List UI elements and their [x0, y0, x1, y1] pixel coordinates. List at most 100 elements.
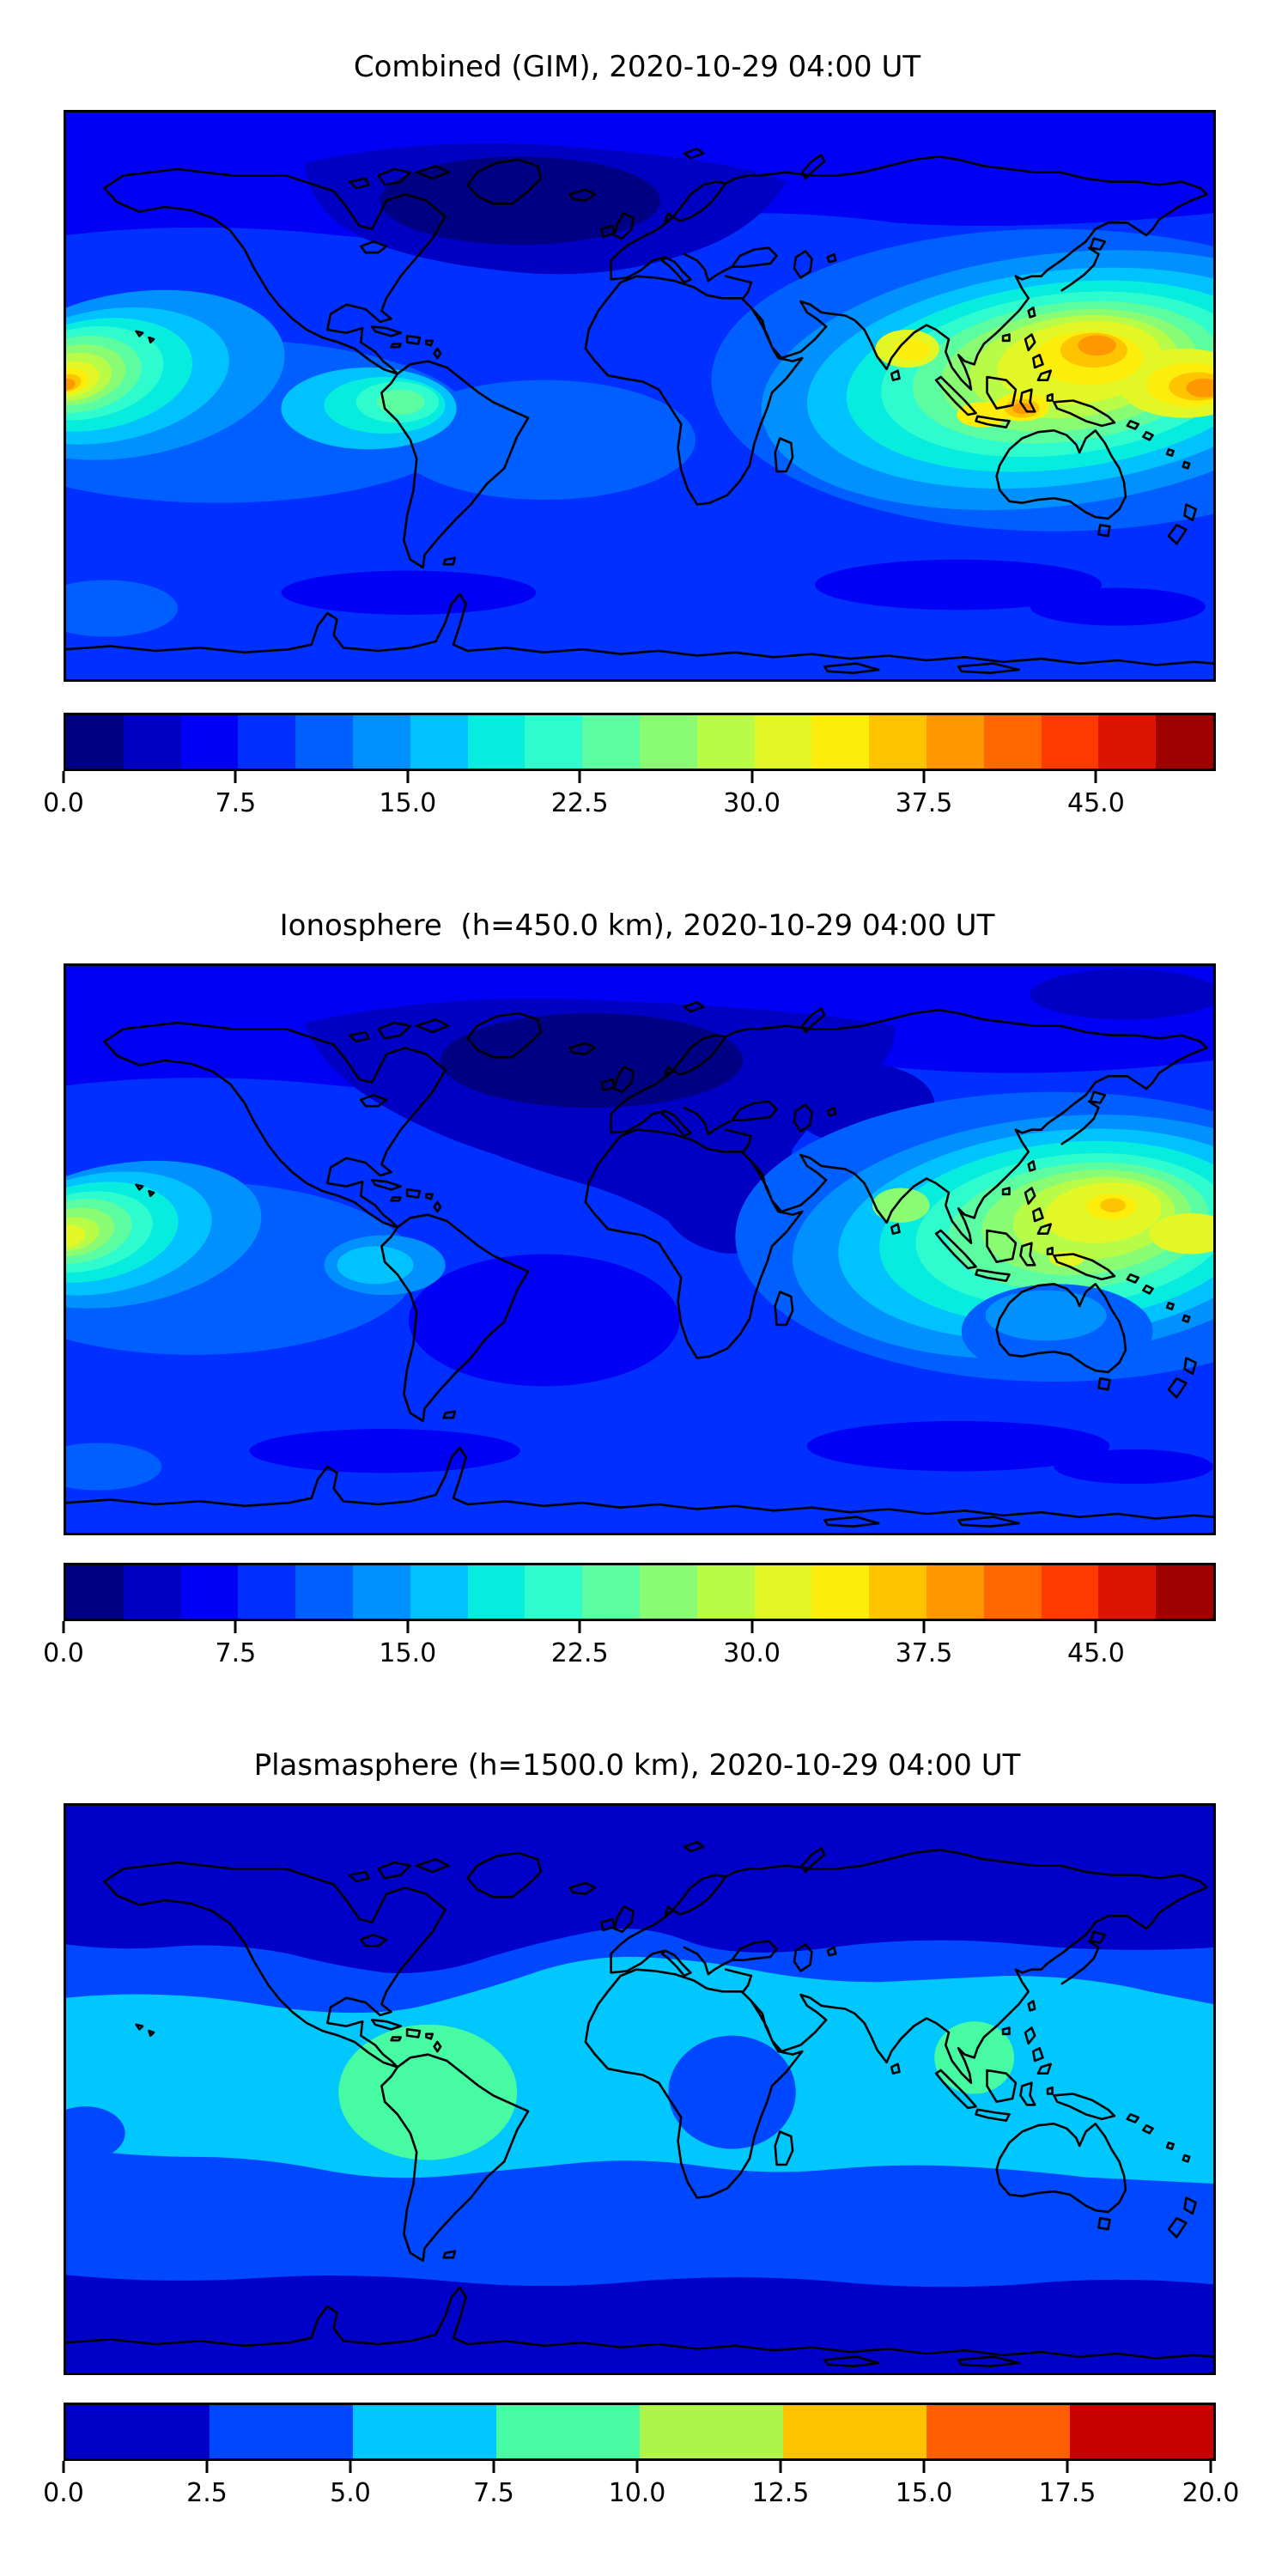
colorbar-tick: [1209, 2461, 1212, 2473]
colorbar-tick: [492, 2461, 495, 2473]
colorbar-tick: [406, 1621, 410, 1633]
colorbar-tick-label: 7.5: [215, 1638, 257, 1668]
colorbar-segment: [639, 1565, 697, 1619]
colorbar-tick: [1094, 771, 1097, 783]
south-dark-patch-2: [815, 559, 1103, 611]
colorbar-segment: [1156, 1565, 1213, 1619]
colorbar-segment: [66, 715, 124, 769]
colorbar-tick: [922, 771, 926, 783]
colorbar-segment: [210, 2405, 353, 2458]
colorbar-plasmasphere-ticks: 0.0 2.5 5.0 7.5 10.0 12.5 15.0 17.5 20.0: [43, 2461, 1239, 2523]
north-minimum-core: [440, 1013, 744, 1108]
north-dark-blob-east: [1030, 969, 1213, 1020]
anomaly-philippines-core: [1100, 1198, 1126, 1212]
colorbar-tick-label: 5.0: [330, 2478, 371, 2508]
colorbar-tick: [62, 1621, 65, 1633]
colorbar-segment: [410, 1565, 468, 1619]
colorbar-tick: [578, 771, 581, 783]
panel-title-ionosphere: Ionosphere (h=450.0 km), 2020-10-29 04:0…: [279, 908, 995, 943]
map-plasmasphere: [64, 1803, 1216, 2375]
colorbar-tick: [234, 1621, 237, 1633]
colorbar-tick-label: 12.5: [751, 2478, 810, 2508]
colorbar-segment: [983, 1565, 1042, 1619]
panel-title-plasmasphere: Plasmasphere (h=1500.0 km), 2020-10-29 0…: [253, 1748, 1021, 1783]
colorbar-segment: [1098, 1565, 1157, 1619]
colorbar-segment: [66, 2405, 210, 2458]
colorbar-segment: [180, 1565, 239, 1619]
anomaly-philippines-core: [1078, 335, 1116, 356]
colorbar-tick-label: 7.5: [473, 2478, 514, 2508]
map-ionosphere-canvas: [66, 966, 1213, 1533]
colorbar-segment: [238, 715, 296, 769]
colorbar-tick-label: 2.5: [186, 2478, 228, 2508]
anomaly-dateline-yellow: [1149, 1212, 1213, 1255]
colorbar-segment: [783, 2405, 927, 2458]
colorbar-segment: [123, 715, 181, 769]
colorbar-segment: [1156, 715, 1213, 769]
colorbar-segment: [811, 1565, 870, 1619]
enhancement-south-america-coast: [324, 1235, 446, 1296]
colorbar-tick: [578, 1621, 581, 1633]
colorbar-tick: [779, 2461, 782, 2473]
colorbar-segment: [295, 715, 353, 769]
south-dark-patch-2: [806, 1420, 1110, 1472]
colorbar-segment: [295, 1565, 353, 1619]
colorbar-ionosphere-ticks: 0.0 7.5 15.0 22.5 30.0 37.5 45.0: [43, 1621, 1211, 1683]
colorbar-tick-label: 37.5: [895, 788, 953, 818]
colorbar-segment: [983, 715, 1042, 769]
colorbar-segment: [754, 715, 812, 769]
tropic-belt-atlantic: [392, 380, 696, 500]
colorbar-tick-label: 0.0: [43, 788, 84, 818]
colorbar-tick: [1066, 2461, 1069, 2473]
colorbar-tick: [922, 1621, 926, 1633]
colorbar-segment: [1041, 715, 1099, 769]
colorbar-segment: [496, 2405, 640, 2458]
australia-light-patch: [961, 1284, 1153, 1379]
colorbar-tick: [62, 771, 65, 783]
colorbar-segment: [696, 715, 755, 769]
colorbar-segment: [525, 715, 583, 769]
colorbar-segment: [811, 715, 870, 769]
anomaly-india-core: [894, 339, 930, 361]
south-light-patch: [66, 1443, 162, 1491]
colorbar-segment: [582, 1565, 640, 1619]
south-dark-patch-1: [281, 570, 537, 615]
colorbar-segment: [640, 2405, 783, 2458]
colorbar-tick: [635, 2461, 639, 2473]
map-plasmasphere-canvas: [66, 1806, 1213, 2372]
colorbar-tick-label: 22.5: [550, 1638, 609, 1668]
colorbar-tick: [62, 2461, 65, 2473]
colorbar-tick-label: 7.5: [215, 788, 257, 818]
north-minimum-core: [380, 156, 661, 245]
colorbar-tick-label: 37.5: [895, 1638, 953, 1668]
colorbar-tick-label: 10.0: [608, 2478, 666, 2508]
colorbar-plasmasphere: [64, 2403, 1216, 2461]
map-combined-canvas: [66, 112, 1213, 679]
south-dark-patch-1: [249, 1429, 520, 1473]
north-navy-band: [66, 1806, 1213, 1973]
colorbar-segment: [467, 1565, 526, 1619]
colorbar-segment: [696, 1565, 755, 1619]
colorbar-segment: [180, 715, 239, 769]
colorbar-tick-label: 45.0: [1066, 1638, 1125, 1668]
colorbar-tick-label: 0.0: [43, 1638, 84, 1668]
colorbar-tick-label: 15.0: [379, 788, 437, 818]
colorbar-segment: [1041, 1565, 1099, 1619]
anomaly-central-pacific: [66, 1160, 262, 1309]
colorbar-segment: [410, 715, 468, 769]
colorbar-tick-label: 15.0: [379, 1638, 437, 1668]
colorbar-segment: [926, 1565, 984, 1619]
colorbar-tick: [750, 1621, 754, 1633]
anomaly-south-america: [281, 368, 457, 450]
colorbar-segment: [352, 1565, 410, 1619]
colorbar-tick-label: 30.0: [723, 788, 781, 818]
anomaly-india-green: [872, 1188, 930, 1223]
colorbar-combined: [64, 713, 1216, 771]
colorbar-tick-label: 17.5: [1038, 2478, 1097, 2508]
colorbar-segment: [1098, 715, 1157, 769]
colorbar-tick-label: 45.0: [1066, 788, 1125, 818]
colorbar-tick-label: 30.0: [723, 1638, 781, 1668]
map-ionosphere: [64, 963, 1216, 1535]
colorbar-tick: [1094, 1621, 1097, 1633]
green-max-south-america: [338, 2024, 518, 2160]
